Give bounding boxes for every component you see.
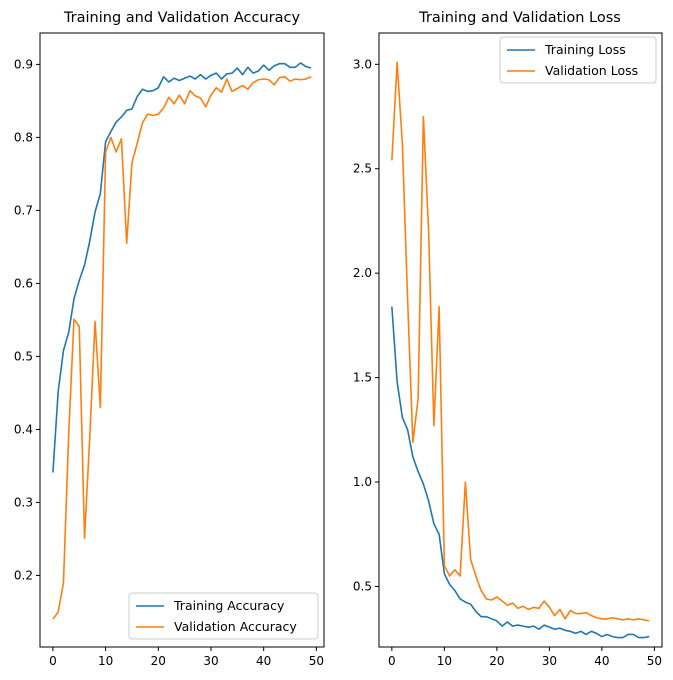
accuracy-panel: Training and Validation Accuracy 0 10 20 30… [14,10,325,668]
loss-legend: Training Loss Validation Loss [499,36,657,84]
accuracy-y-tick-label: 0.8 [14,130,33,144]
accuracy-x-tick-label: 0 [49,654,57,668]
loss-axes-frame [378,32,663,648]
loss-y-tick-label: 3.0 [353,57,372,71]
loss-legend-box [499,36,657,84]
accuracy-y-tick-label: 0.5 [14,349,33,363]
series-line-validation-loss [391,61,650,622]
loss-lines [391,61,650,639]
loss-x-tick-label: 20 [489,654,504,668]
accuracy-y-tick-label: 0.6 [14,276,33,290]
loss-y-tick-label: 1.0 [353,475,372,489]
accuracy-x-tick-label: 40 [256,654,271,668]
accuracy-legend: Training Accuracy Validation Accuracy [128,592,319,640]
legend-label-validation-accuracy: Validation Accuracy [174,619,297,634]
loss-y-tick-label: 2.5 [353,162,372,176]
loss-y-tick-label: 2.0 [353,266,372,280]
loss-x-tick-label: 10 [437,654,452,668]
accuracy-x-tick-label: 50 [309,654,324,668]
series-line-validation-accuracy [52,76,312,620]
accuracy-axes-frame [39,32,325,648]
accuracy-y-ticks: 0.2 0.3 0.4 0.5 0.6 0.7 0.8 0.9 [14,57,40,582]
accuracy-y-tick-label: 0.3 [14,495,33,509]
accuracy-lines [52,62,312,620]
accuracy-title: Training and Validation Accuracy [63,10,301,26]
accuracy-x-tick-label: 20 [151,654,166,668]
loss-x-tick-label: 40 [594,654,609,668]
series-line-training-accuracy [52,62,312,473]
accuracy-x-tick-label: 10 [98,654,113,668]
accuracy-legend-box [128,592,319,640]
legend-label-training-loss: Training Loss [544,42,626,57]
loss-panel: Training and Validation Loss 0 10 20 30 40 50… [353,10,663,668]
loss-title: Training and Validation Loss [418,10,621,26]
accuracy-y-tick-label: 0.7 [14,203,33,217]
accuracy-x-ticks: 0 10 20 30 40 50 [49,647,324,668]
loss-x-tick-label: 0 [388,654,396,668]
accuracy-y-tick-label: 0.4 [14,422,33,436]
loss-y-tick-label: 1.5 [353,371,372,385]
loss-x-tick-label: 30 [542,654,557,668]
legend-label-validation-loss: Validation Loss [545,63,638,78]
loss-y-ticks: 0.5 1.0 1.5 2.0 2.5 3.0 [353,57,379,593]
loss-x-ticks: 0 10 20 30 40 50 [388,647,662,668]
accuracy-y-tick-label: 0.9 [14,57,33,71]
loss-x-tick-label: 50 [647,654,662,668]
series-line-training-loss [391,306,650,639]
accuracy-x-tick-label: 30 [203,654,218,668]
loss-y-tick-label: 0.5 [353,579,372,593]
legend-label-training-accuracy: Training Accuracy [173,598,285,613]
accuracy-y-tick-label: 0.2 [14,568,33,582]
